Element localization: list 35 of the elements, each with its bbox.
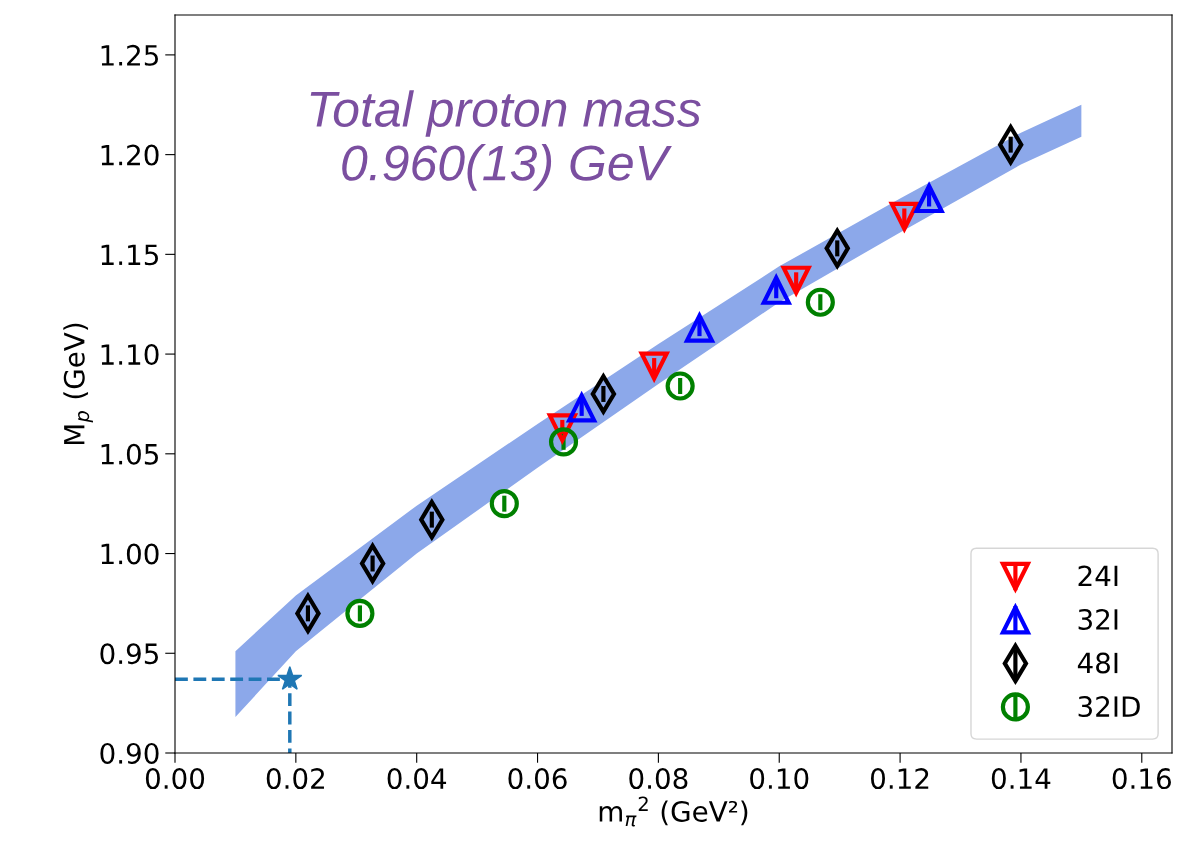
point bbox=[548, 427, 579, 457]
y-tick-label: 1.00 bbox=[101, 543, 159, 565]
x-tick-label: 0.10 bbox=[750, 768, 809, 790]
x-tick-label: 0.00 bbox=[145, 768, 205, 790]
point bbox=[913, 181, 945, 214]
y-tick-label: 1.20 bbox=[101, 144, 159, 166]
point bbox=[805, 287, 835, 317]
y-axis-title: M$_{p}$ (GeV) bbox=[63, 323, 93, 445]
x-tick-label: 0.14 bbox=[991, 768, 1051, 790]
x-tick-label: 0.16 bbox=[1112, 768, 1171, 790]
point bbox=[277, 666, 303, 691]
point bbox=[345, 598, 375, 628]
point bbox=[567, 393, 597, 423]
point bbox=[888, 201, 919, 234]
x-tick-label: 0.06 bbox=[508, 768, 567, 790]
point bbox=[760, 273, 792, 305]
legend-label: 48I bbox=[1077, 652, 1118, 674]
x-tick-label: 0.02 bbox=[266, 768, 324, 790]
y-tick-label: 1.10 bbox=[101, 344, 159, 366]
y-tick-label: 1.25 bbox=[101, 44, 158, 66]
point bbox=[683, 311, 716, 343]
y-tick-label: 1.15 bbox=[101, 244, 158, 266]
x-axis-title: m$_{π}$$^{2}$ (GeV²) bbox=[599, 796, 748, 827]
x-tick-label: 0.08 bbox=[629, 768, 688, 790]
legend-label: 32ID bbox=[1078, 696, 1140, 718]
x-tick-label: 0.12 bbox=[871, 768, 929, 790]
legend-label: 24I bbox=[1078, 565, 1118, 587]
y-tick-label: 0.90 bbox=[100, 742, 159, 764]
y-tick-label: 0.95 bbox=[100, 643, 158, 665]
x-tick-label: 0.04 bbox=[387, 768, 447, 790]
legend-label: 32I bbox=[1078, 608, 1118, 630]
point bbox=[665, 371, 695, 401]
annotation: Total proton mass 0.960(13) GeV bbox=[310, 90, 701, 191]
point bbox=[489, 489, 519, 519]
y-tick-label: 1.05 bbox=[101, 443, 158, 465]
